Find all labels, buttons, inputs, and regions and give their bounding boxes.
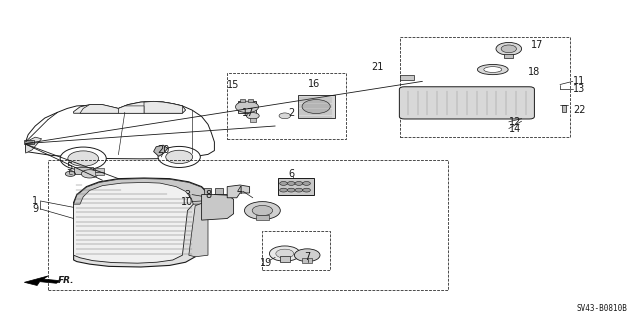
Bar: [400, 37, 570, 137]
Bar: [400, 75, 414, 80]
Text: 2: 2: [288, 108, 294, 118]
Circle shape: [236, 101, 259, 113]
Circle shape: [303, 182, 310, 185]
Polygon shape: [74, 178, 208, 267]
Polygon shape: [26, 137, 42, 153]
Text: SV43-B0810B: SV43-B0810B: [577, 304, 627, 313]
Bar: [250, 118, 256, 122]
Text: 7: 7: [304, 252, 310, 262]
Text: 17: 17: [531, 40, 544, 50]
Circle shape: [501, 45, 516, 53]
Text: 18: 18: [528, 67, 541, 77]
Circle shape: [246, 113, 259, 119]
Polygon shape: [154, 145, 168, 156]
Circle shape: [244, 202, 280, 219]
Polygon shape: [26, 101, 214, 159]
Polygon shape: [80, 105, 118, 113]
Bar: [48, 160, 448, 290]
Text: 22: 22: [573, 105, 586, 115]
Bar: [95, 168, 104, 172]
Circle shape: [303, 188, 310, 192]
Text: 21: 21: [371, 62, 384, 72]
Bar: [256, 215, 269, 220]
Bar: [24, 140, 34, 144]
Circle shape: [302, 100, 330, 114]
Circle shape: [158, 146, 200, 167]
Bar: [248, 99, 253, 102]
Circle shape: [496, 42, 522, 55]
Text: 11: 11: [573, 76, 586, 86]
Text: 9: 9: [32, 204, 38, 214]
Polygon shape: [74, 101, 186, 113]
Circle shape: [295, 188, 303, 192]
Polygon shape: [74, 179, 208, 204]
Text: 6: 6: [288, 169, 294, 179]
FancyBboxPatch shape: [399, 87, 534, 119]
Polygon shape: [189, 201, 208, 257]
Bar: [240, 99, 245, 102]
Polygon shape: [24, 276, 61, 286]
Circle shape: [287, 182, 295, 185]
Bar: [238, 101, 256, 113]
Circle shape: [166, 150, 193, 164]
Polygon shape: [202, 195, 234, 220]
Bar: [74, 167, 93, 174]
Bar: [215, 188, 223, 194]
Bar: [298, 95, 335, 118]
Polygon shape: [74, 181, 193, 263]
Text: 17: 17: [242, 108, 255, 118]
Bar: [262, 231, 330, 270]
Bar: [95, 172, 104, 175]
Text: 8: 8: [205, 189, 211, 200]
Bar: [562, 105, 566, 112]
Text: 1: 1: [32, 196, 38, 206]
Text: 5: 5: [66, 162, 72, 173]
Ellipse shape: [484, 67, 502, 72]
Circle shape: [60, 147, 106, 170]
Text: 4: 4: [237, 186, 243, 197]
Polygon shape: [227, 185, 250, 198]
Text: 16: 16: [307, 78, 320, 89]
Text: 19: 19: [259, 258, 272, 268]
Bar: [280, 256, 290, 262]
Circle shape: [276, 249, 294, 258]
Circle shape: [294, 249, 320, 262]
Polygon shape: [118, 106, 144, 113]
Ellipse shape: [477, 64, 508, 75]
Circle shape: [280, 182, 287, 185]
Circle shape: [252, 205, 273, 216]
Text: FR.: FR.: [58, 276, 74, 285]
Bar: [504, 54, 513, 58]
Text: 15: 15: [227, 79, 240, 90]
Circle shape: [65, 171, 76, 176]
Circle shape: [68, 151, 99, 166]
Text: 3: 3: [184, 189, 190, 200]
Text: 13: 13: [573, 84, 586, 94]
Text: 10: 10: [180, 197, 193, 207]
Bar: [278, 178, 314, 195]
Circle shape: [279, 113, 291, 119]
Circle shape: [269, 246, 300, 261]
Polygon shape: [144, 101, 182, 113]
Circle shape: [295, 182, 303, 185]
Circle shape: [280, 188, 287, 192]
Bar: [227, 73, 346, 139]
Bar: [204, 188, 211, 194]
Text: 14: 14: [509, 123, 522, 134]
Circle shape: [287, 188, 295, 192]
Circle shape: [81, 170, 98, 178]
Text: 12: 12: [509, 117, 522, 127]
Text: 20: 20: [157, 145, 170, 155]
Bar: [302, 258, 312, 263]
